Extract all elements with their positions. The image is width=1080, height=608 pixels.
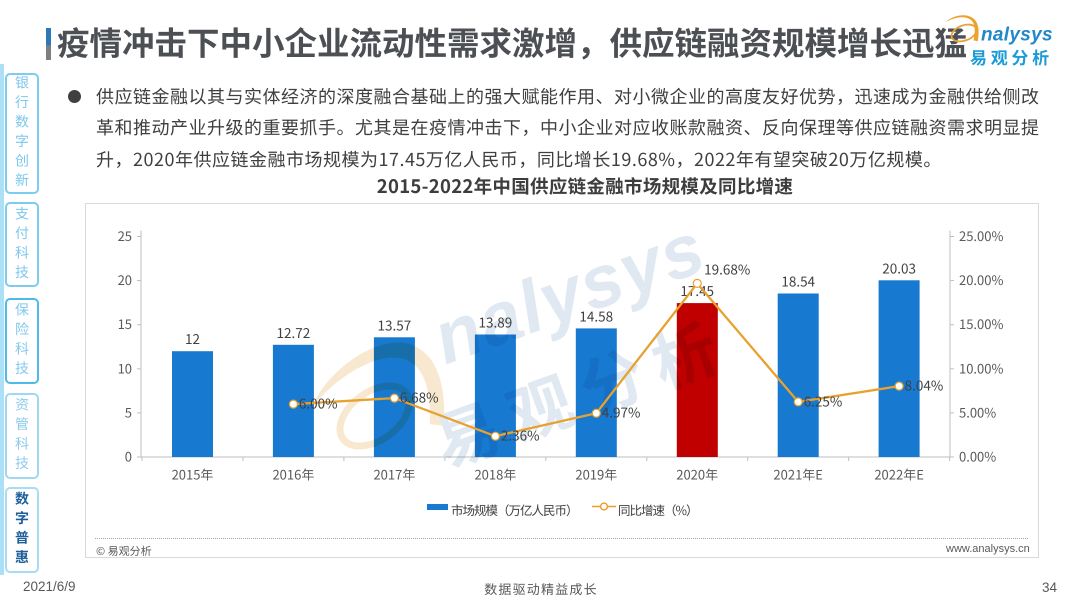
svg-text:2016年: 2016年 (272, 465, 314, 484)
svg-text:6.68%: 6.68% (400, 387, 439, 407)
svg-text:8.04%: 8.04% (905, 375, 944, 395)
svg-text:14.58: 14.58 (579, 305, 613, 325)
svg-text:6.00%: 6.00% (299, 393, 338, 413)
svg-text:易观分析: 易观分析 (970, 44, 1053, 69)
svg-text:25: 25 (118, 226, 132, 245)
svg-text:5.00%: 5.00% (959, 402, 996, 421)
svg-text:10: 10 (118, 358, 132, 377)
svg-text:nalysys: nalysys (981, 25, 1053, 46)
svg-text:15.00%: 15.00% (959, 314, 1003, 333)
svg-text:15: 15 (118, 314, 132, 333)
svg-text:2019年: 2019年 (575, 465, 617, 484)
svg-text:20: 20 (118, 270, 132, 289)
svg-text:2015年: 2015年 (172, 465, 214, 484)
svg-text:13.89: 13.89 (479, 312, 513, 332)
svg-text:20.03: 20.03 (882, 257, 916, 277)
svg-text:0: 0 (125, 447, 132, 466)
svg-text:2020年: 2020年 (676, 465, 718, 484)
svg-text:19.68%: 19.68% (704, 258, 750, 278)
svg-text:2.36%: 2.36% (501, 425, 540, 445)
svg-text:18.54: 18.54 (781, 271, 815, 291)
svg-text:6.25%: 6.25% (804, 390, 843, 410)
svg-text:10.00%: 10.00% (959, 358, 1003, 377)
svg-text:2017年: 2017年 (373, 465, 415, 484)
svg-text:20.00%: 20.00% (959, 270, 1003, 289)
svg-text:12.72: 12.72 (277, 322, 311, 342)
svg-text:2021年E: 2021年E (773, 465, 823, 484)
svg-text:12: 12 (185, 328, 200, 348)
svg-text:4.97%: 4.97% (602, 402, 641, 422)
svg-text:0.00%: 0.00% (959, 447, 996, 466)
svg-text:5: 5 (125, 402, 132, 421)
svg-text:2018年: 2018年 (474, 465, 516, 484)
svg-text:2022年E: 2022年E (874, 465, 924, 484)
svg-text:25.00%: 25.00% (959, 226, 1003, 245)
svg-text:13.57: 13.57 (378, 314, 412, 334)
